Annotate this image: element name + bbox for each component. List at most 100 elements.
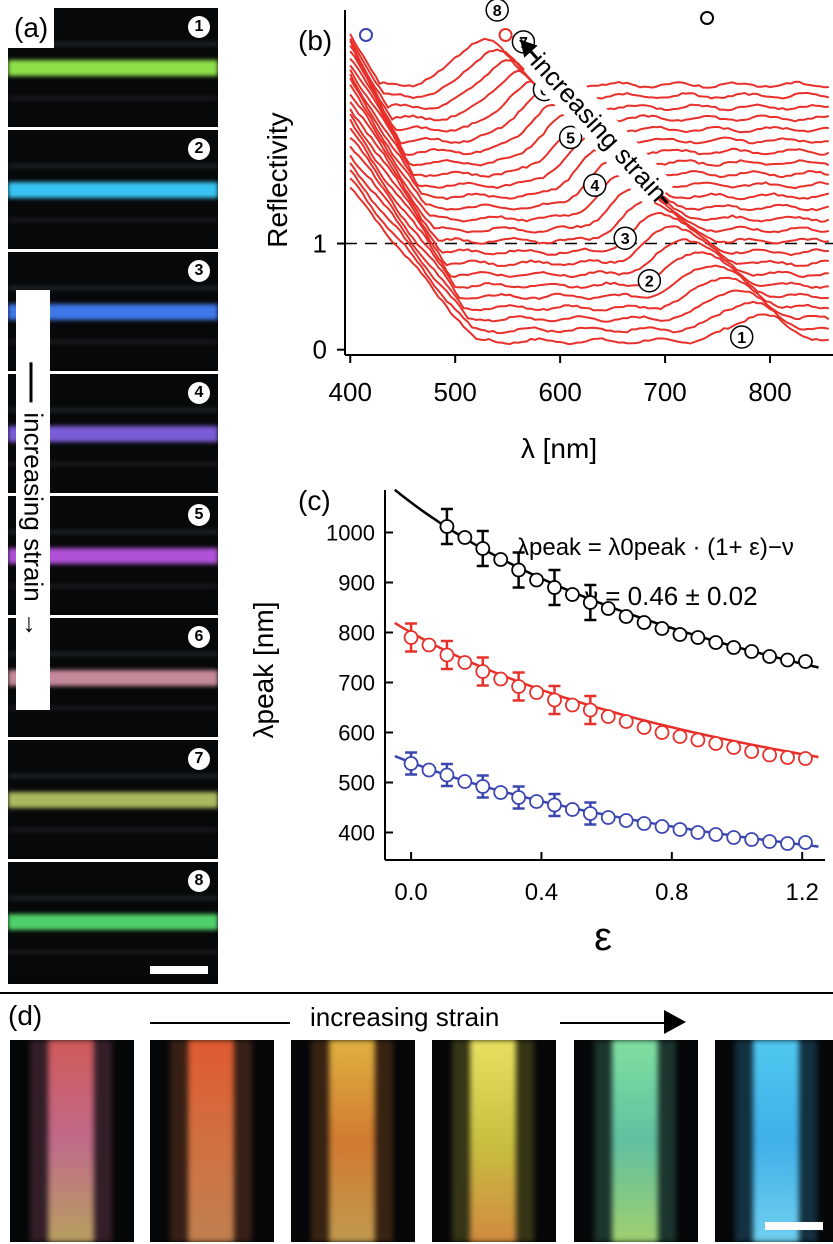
strip-number: 4 [188, 382, 210, 404]
data-point [421, 762, 437, 778]
strip-number: 1 [188, 16, 210, 38]
y-tick-label: 400 [338, 821, 375, 846]
strain-text-bg [523, 46, 675, 209]
curve-label-circle [729, 325, 754, 349]
reflection-band [8, 60, 218, 76]
y-tick-label: 700 [338, 671, 375, 696]
spectrum-line [349, 38, 830, 100]
strain-strip-8: 8 [8, 862, 218, 978]
data-point [780, 652, 795, 668]
strain-image-6 [715, 1040, 833, 1242]
data-point [582, 806, 598, 821]
data-point [529, 572, 544, 588]
x-tick-label: 400 [329, 377, 372, 407]
data-point [744, 832, 760, 847]
strain-annotation-box: increasing strain → [16, 290, 50, 710]
data-point [762, 649, 777, 664]
x-tick-label: 0.8 [655, 879, 688, 906]
data-point [565, 802, 580, 817]
data-point [582, 595, 598, 610]
spectrum-line [349, 145, 829, 290]
spectrum-line [349, 169, 830, 323]
y-tick-label: 1 [313, 229, 327, 259]
reflection-band [8, 914, 218, 930]
faint-band [8, 286, 218, 290]
x-tick-label: 0.4 [525, 879, 558, 906]
strain-image-2 [150, 1040, 274, 1242]
reflection-band [8, 426, 218, 442]
spectrum-line [349, 162, 829, 312]
data-point [511, 679, 527, 694]
x-tick-label: 800 [748, 377, 791, 407]
strip-number: 7 [188, 748, 210, 770]
data-point [529, 685, 544, 700]
spectrum-line [349, 154, 829, 301]
data-point [403, 756, 419, 771]
spectrum-line [349, 113, 829, 245]
data-point [780, 750, 795, 765]
data-point [547, 692, 562, 708]
reflection-stripe [329, 1040, 375, 1242]
data-point [493, 671, 509, 687]
data-point [780, 836, 795, 851]
strip-divider [8, 127, 218, 130]
data-point [457, 655, 473, 670]
reflection-stripe [612, 1040, 658, 1242]
data-point [600, 601, 616, 616]
faint-band [8, 164, 218, 168]
curve-label-number: 2 [645, 274, 654, 291]
x-axis-label: ε [594, 915, 612, 959]
faint-band [8, 828, 218, 832]
data-point [654, 621, 670, 636]
data-point [600, 810, 616, 825]
y-axis-label: Reflectivity [262, 112, 293, 247]
faint-band [8, 408, 218, 412]
faint-band [8, 218, 218, 222]
strain-image-3 [291, 1040, 415, 1242]
x-tick-label: 500 [433, 377, 476, 407]
y-tick-label: 500 [338, 771, 375, 796]
strain-strip-2: 2 [8, 130, 218, 246]
strip-divider [8, 615, 218, 618]
y-tick-label: 1000 [326, 521, 375, 546]
spectrum-line [349, 127, 829, 267]
reflection-band [8, 304, 218, 320]
data-point [798, 654, 813, 669]
data-point [672, 822, 688, 837]
strip-number: 5 [188, 504, 210, 526]
faint-band [8, 896, 218, 900]
y-tick-label: 800 [338, 621, 375, 646]
data-point [600, 709, 616, 724]
data-point [726, 830, 742, 845]
data-point [618, 714, 634, 729]
spectrum-line [349, 33, 829, 89]
strip-divider [8, 249, 218, 252]
curve-label-number: 4 [590, 178, 599, 195]
data-point [493, 785, 509, 800]
data-point [565, 697, 580, 713]
data-point [744, 744, 760, 759]
x-tick-label: 1.2 [785, 879, 818, 906]
panel-a-label: (a) [8, 8, 55, 48]
data-point [582, 702, 598, 718]
peak-wavelength-chart: (c) 0.0 0.4 0.8 1.2 400 500 600 700 800 900 1000 ε λp… [248, 485, 825, 959]
fit-curve [394, 621, 819, 759]
spectrum-line [349, 137, 829, 279]
spectrum-line [349, 84, 830, 201]
data-point [439, 767, 455, 783]
strain-strip-7: 7 [8, 740, 218, 856]
data-point [421, 637, 437, 653]
strain-image-4 [432, 1040, 556, 1242]
curve-label-number: 3 [621, 231, 630, 248]
reflection-stripe [188, 1040, 234, 1242]
curve-label-circle [558, 125, 583, 150]
faint-band [8, 340, 218, 344]
faint-band [8, 950, 218, 954]
data-point [708, 827, 724, 842]
arrow-down-icon: → [18, 611, 49, 638]
data-point [798, 751, 813, 766]
data-point [636, 720, 652, 735]
data-point [798, 835, 813, 850]
faint-band [8, 530, 218, 534]
strip-number: 2 [188, 138, 210, 160]
